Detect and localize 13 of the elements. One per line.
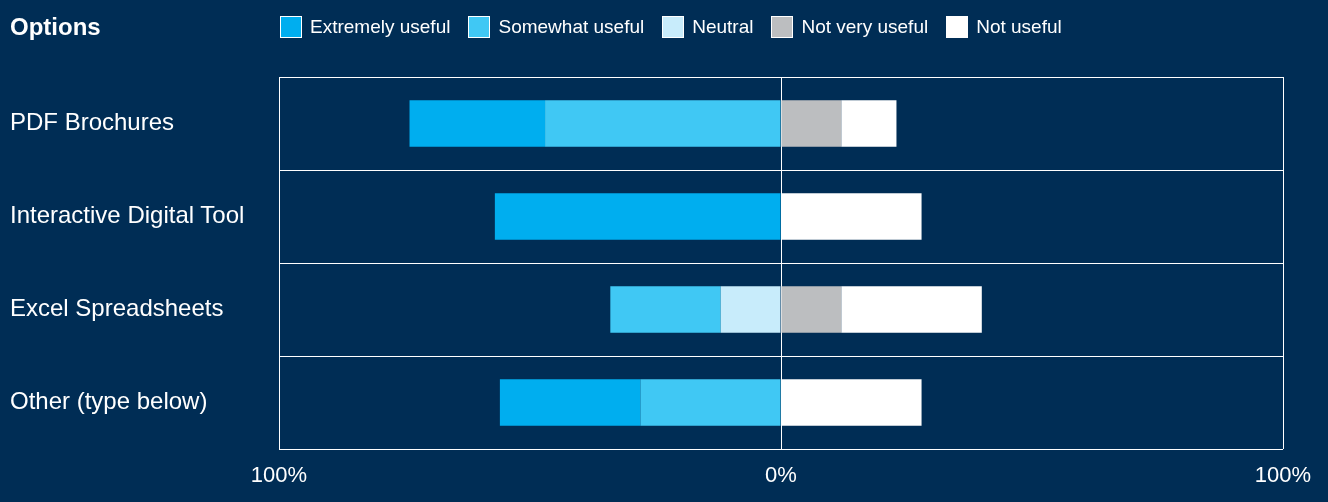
x-tick-label: 0% [765,462,797,488]
y-tick-label: Interactive Digital Tool [10,201,245,229]
x-tick-label: 100% [1254,462,1312,488]
legend-label: Somewhat useful [498,16,645,38]
y-tick-label: Other (type below) [10,387,208,415]
legend-label: Extremely useful [310,16,451,38]
y-tick-label: Excel Spreadsheets [10,294,224,322]
legend-label: Not useful [976,16,1062,38]
x-tick-label: 100% [250,462,308,488]
y-tick-label: PDF Brochures [10,108,175,136]
legend-label: Not very useful [801,16,929,38]
legend-label: Neutral [692,16,754,38]
text: Options [10,13,102,41]
